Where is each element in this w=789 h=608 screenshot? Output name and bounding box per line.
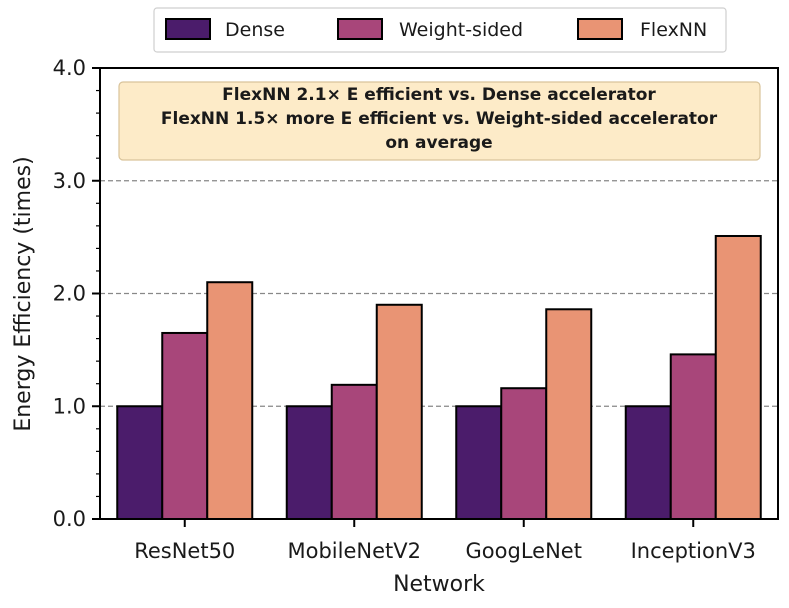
- bar-weight-sided-resnet50: [161, 331, 209, 520]
- bar-weight-sided-inceptionv3: [669, 353, 717, 521]
- y-tick-label-2: 2.0: [53, 282, 86, 306]
- bars: [116, 234, 762, 521]
- legend-swatch-dense: [165, 18, 211, 40]
- bar-dense-googlenet: [455, 405, 503, 520]
- bar-dense-resnet50: [116, 405, 164, 520]
- bar-flexnn-inceptionv3: [714, 234, 762, 520]
- bar-dense-inceptionv3: [624, 405, 672, 520]
- y-tick-label-0: 0.0: [53, 507, 86, 531]
- x-tick-labels: ResNet50 MobileNetV2 GoogLeNet Inception…: [134, 539, 756, 563]
- legend-label-flexnn: FlexNN: [640, 19, 707, 41]
- bar-dense-mobilenetv2: [285, 405, 333, 520]
- y-tick-label-1: 1.0: [53, 394, 86, 418]
- x-tick-label-googlenet: GoogLeNet: [466, 539, 582, 563]
- legend-entry-flexnn: FlexNN: [577, 18, 707, 41]
- annotation: FlexNN 2.1× E efficient vs. Dense accele…: [118, 81, 761, 161]
- bar-flexnn-googlenet: [545, 308, 593, 520]
- y-tick-label-4: 4.0: [53, 56, 86, 80]
- bar-weight-sided-mobilenetv2: [330, 383, 378, 521]
- legend-label-weight-sided: Weight-sided: [399, 19, 523, 41]
- legend-entry-dense: Dense: [165, 18, 285, 41]
- legend-swatch-weight-sided: [337, 18, 383, 40]
- x-tick-label-mobilenetv2: MobileNetV2: [288, 539, 421, 563]
- annotation-line-2: FlexNN 1.5× more E efficient vs. Weight-…: [161, 109, 718, 129]
- x-axis-label: Network: [393, 572, 485, 597]
- bar-flexnn-mobilenetv2: [375, 303, 423, 520]
- legend-swatch-flexnn: [577, 18, 623, 40]
- annotation-box: [118, 81, 761, 161]
- annotation-line-3: on average: [385, 133, 492, 153]
- legend-entry-weight-sided: Weight-sided: [337, 18, 523, 41]
- x-tick-label-resnet50: ResNet50: [134, 539, 235, 563]
- bar-weight-sided-googlenet: [500, 387, 548, 520]
- y-axis-label: Energy Efficiency (times): [11, 156, 36, 431]
- x-tick-label-inceptionv3: InceptionV3: [631, 539, 756, 563]
- x-axis-ticks: [183, 519, 695, 527]
- y-tick-label-3: 3.0: [53, 169, 86, 193]
- annotation-line-1: FlexNN 2.1× E efficient vs. Dense accele…: [222, 85, 656, 105]
- y-axis-ticks: [92, 67, 100, 520]
- bar-flexnn-resnet50: [206, 281, 254, 520]
- legend-label-dense: Dense: [225, 19, 285, 41]
- y-tick-labels: 0.0 1.0 2.0 3.0 4.0: [53, 56, 86, 531]
- legend: Dense Weight-sided FlexNN: [153, 7, 727, 53]
